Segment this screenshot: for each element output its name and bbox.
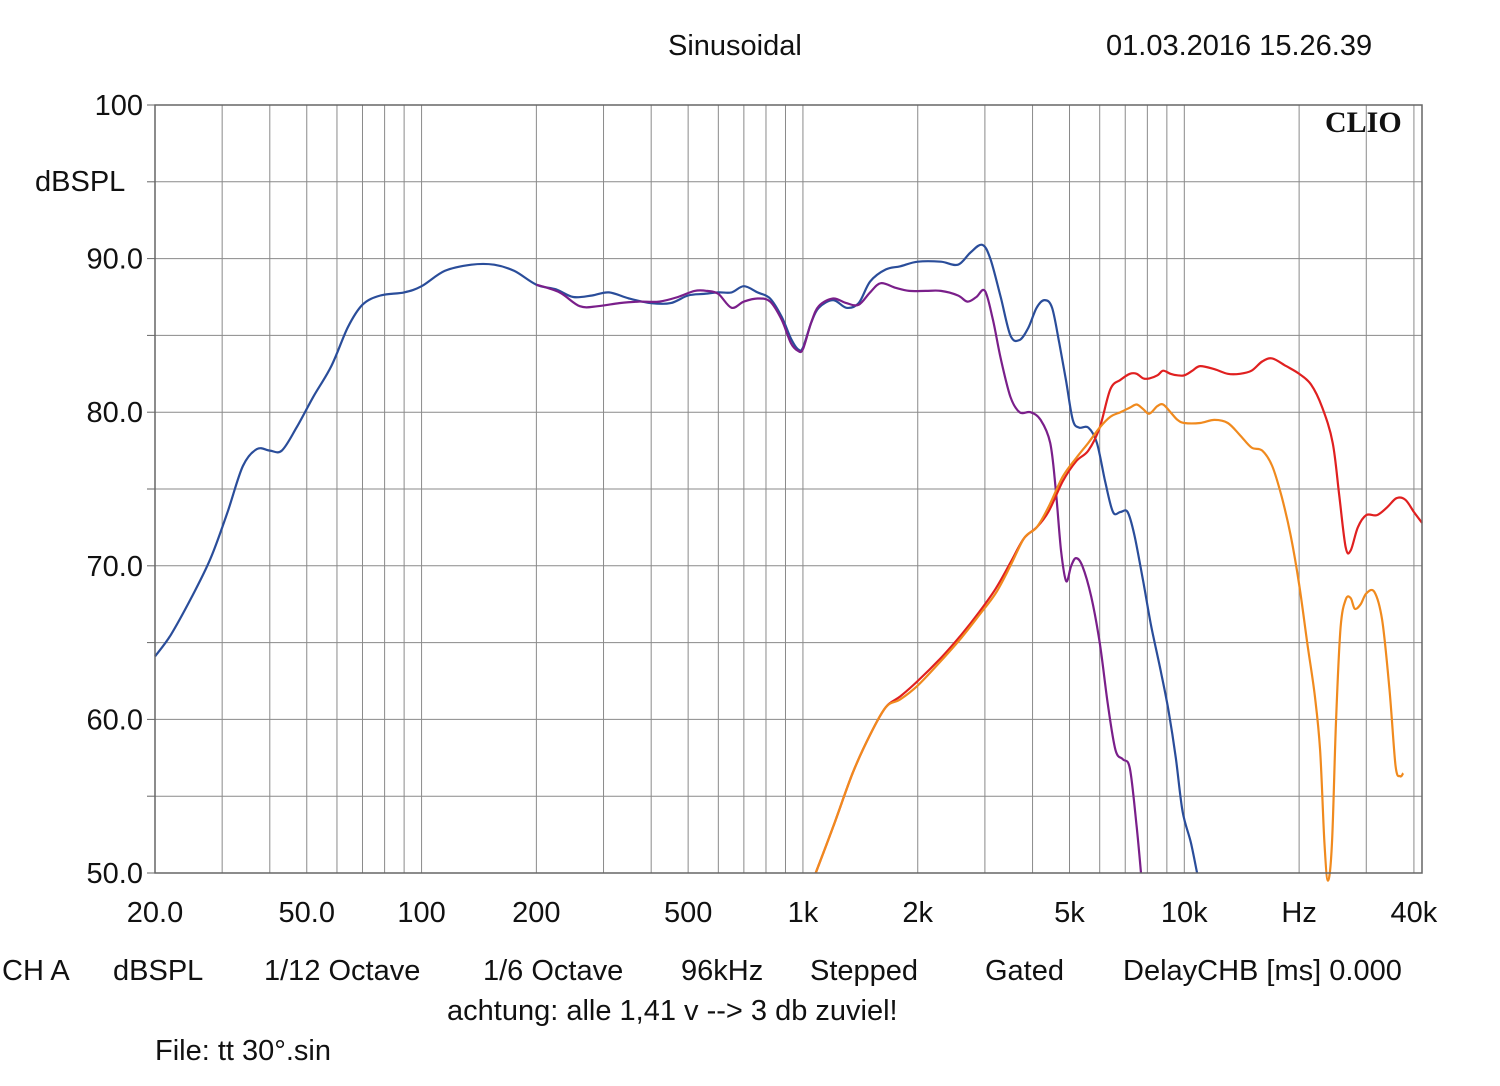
x-tick-label: 500 <box>664 897 712 929</box>
series-line-4 <box>814 403 1405 882</box>
series-line-3 <box>814 357 1423 874</box>
footer-unit: dBSPL <box>113 955 204 987</box>
x-tick-label: 100 <box>397 897 445 929</box>
footer-sample-rate: 96kHz <box>681 955 764 987</box>
series-line-1 <box>154 243 1199 874</box>
x-tick-label: 20.0 <box>127 897 183 929</box>
x-tick-label: 50.0 <box>279 897 335 929</box>
clio-brand-logo: CLIO <box>1325 106 1402 139</box>
x-tick-label: 1k <box>788 897 819 929</box>
footer-smoothing: 1/6 Octave <box>483 955 624 987</box>
series-line-2 <box>536 282 1143 874</box>
x-tick-label: 10k <box>1161 897 1208 929</box>
x-tick-label: 2k <box>902 897 933 929</box>
y-tick-label: 70.0 <box>87 551 143 583</box>
footer-channel: CH A <box>2 955 70 987</box>
y-tick-label: 90.0 <box>87 244 143 276</box>
y-axis-unit-label: dBSPL <box>35 166 126 198</box>
y-tick-label: 60.0 <box>87 704 143 736</box>
footer-delay: DelayCHB [ms] 0.000 <box>1123 955 1402 987</box>
x-tick-label: 40k <box>1391 897 1438 929</box>
measurement-datetime: 01.03.2016 15.26.39 <box>1106 30 1373 62</box>
y-tick-label: 100 <box>95 90 143 122</box>
x-tick-label: 200 <box>512 897 560 929</box>
chart-series <box>154 243 1423 882</box>
footer-mode: Stepped <box>810 955 919 987</box>
chart-grid <box>147 104 1422 874</box>
footer-resolution: 1/12 Octave <box>264 955 421 987</box>
x-tick-label: 5k <box>1054 897 1085 929</box>
y-tick-label: 80.0 <box>87 397 143 429</box>
footer-note: achtung: alle 1,41 v --> 3 db zuviel! <box>447 995 898 1027</box>
plot-frame <box>154 104 1423 874</box>
chart-title: Sinusoidal <box>668 30 802 62</box>
x-tick-label: Hz <box>1281 897 1316 929</box>
footer-gating: Gated <box>985 955 1064 987</box>
y-tick-label: 50.0 <box>87 858 143 890</box>
footer-file: File: tt 30°.sin <box>155 1035 331 1067</box>
chart-tick-labels: 100 90.0 80.0 70.0 60.0 50.0 20.0 50.0 100 200 500… <box>87 90 1438 929</box>
